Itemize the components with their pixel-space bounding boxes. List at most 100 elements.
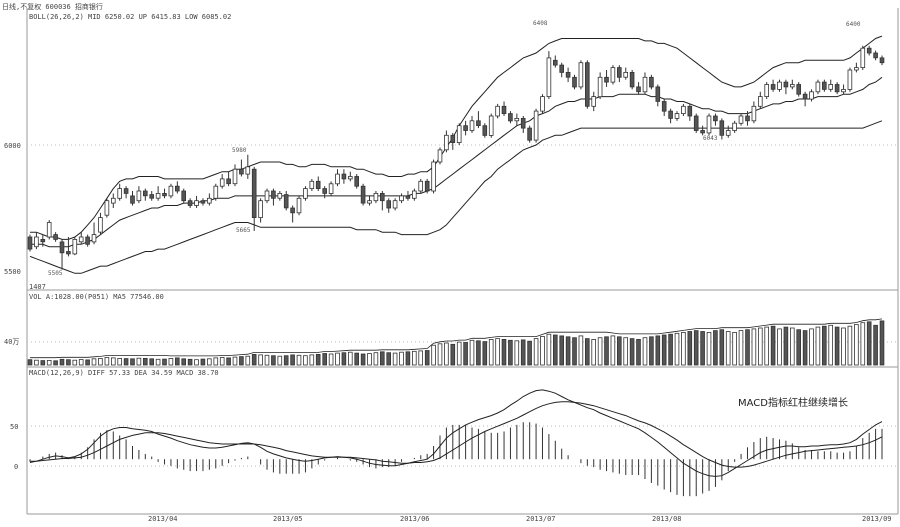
candle-body (751, 105, 757, 122)
volume-unit-label: 40万 (4, 338, 19, 346)
volume-bar (629, 338, 635, 366)
boll-up-line (30, 35, 883, 240)
candle-body (149, 194, 155, 199)
candle-body (520, 118, 526, 129)
volume-bar (572, 337, 577, 366)
candle-body (508, 113, 513, 122)
volume-bar (841, 327, 846, 366)
candle-body (444, 134, 449, 151)
candle-body (136, 190, 142, 202)
volume-bar (745, 329, 750, 366)
volume-bar (40, 360, 46, 366)
volume-bar (617, 336, 622, 366)
volume-bar (527, 340, 532, 366)
candle-body (405, 195, 411, 199)
candle-body (194, 200, 199, 206)
candle-body (796, 84, 801, 95)
candle-body (245, 166, 251, 175)
candle-body (553, 59, 558, 66)
volume-bar (879, 320, 885, 366)
candle-body (206, 197, 212, 204)
volume-bar (860, 322, 866, 366)
candle-body (732, 122, 737, 131)
volume-bar (815, 326, 821, 366)
candle-body (91, 234, 97, 243)
candle-body (476, 120, 481, 127)
candle-body (649, 76, 654, 88)
volume-bar (251, 353, 257, 366)
volume-bar (341, 352, 347, 366)
candle-body (392, 200, 398, 209)
panel-frames (26, 8, 899, 515)
peak-label-5505: 5505 (48, 270, 63, 277)
volume-bar (456, 341, 462, 366)
candle-body (271, 190, 276, 199)
candle-body (456, 125, 462, 143)
volume-bar (111, 357, 116, 366)
candle-body (283, 194, 289, 209)
candle-body (540, 96, 545, 112)
candle-body (834, 84, 840, 93)
volume-bar (283, 355, 289, 366)
candle-body (764, 84, 769, 98)
candle-body (873, 52, 878, 59)
volume-bar (463, 342, 468, 366)
candle-body (879, 57, 885, 64)
candle-body (450, 134, 456, 144)
candle-body (219, 178, 225, 187)
candle-body (693, 115, 699, 131)
volume-bar (809, 328, 814, 366)
peak-label-5980: 5980 (232, 147, 247, 154)
volume-bar (123, 358, 129, 366)
volume-bar (379, 351, 385, 366)
volume-bar (34, 359, 39, 366)
volume-bar (482, 341, 488, 366)
volume-bar (687, 331, 693, 366)
candle-body (841, 89, 846, 93)
candle-body (213, 185, 219, 199)
macd-tick-0: 0 (14, 463, 18, 471)
price-tick-5500: 5500 (4, 268, 21, 276)
candle-body (738, 115, 744, 124)
volume-bar (181, 358, 187, 366)
candle-body (725, 130, 731, 136)
volume-bar (661, 334, 667, 366)
candle-body (347, 176, 353, 180)
volume-bar (520, 339, 526, 366)
volume-bar (469, 339, 475, 366)
candle-body (488, 115, 494, 136)
candle-body (258, 200, 263, 218)
volume-bar (610, 335, 616, 366)
boll-legend: BOLL(26,26,2) MID 6250.02 UP 6415.83 LOW… (29, 13, 231, 21)
volume-bar (790, 327, 795, 366)
candle-body (802, 93, 808, 100)
candle-body (565, 72, 571, 78)
candle-body (469, 120, 475, 131)
volume-bar (232, 356, 238, 366)
volume-bar (46, 359, 52, 366)
candle-body (642, 76, 648, 93)
volume-bar (764, 326, 769, 366)
volume-bar (136, 357, 142, 366)
volume-bar (258, 354, 263, 366)
volume-bar (700, 331, 705, 366)
volume-bar (681, 331, 686, 366)
volume-bar (751, 328, 757, 366)
volume-bar (431, 344, 436, 366)
volume-bar (328, 353, 334, 366)
candle-body (866, 47, 872, 54)
volume-bar (847, 325, 853, 366)
candle-body (770, 84, 776, 90)
volume-bar (335, 352, 340, 366)
volume-bar (290, 354, 295, 366)
candle-body (85, 236, 90, 245)
macd-dea-line (30, 401, 883, 468)
candle-body (783, 81, 789, 88)
candle-body (719, 120, 725, 136)
peak-label-6400: 6400 (846, 21, 861, 28)
volume-bar (142, 357, 148, 366)
volume-bar (642, 337, 648, 366)
candle-body (668, 110, 673, 119)
candle-body (239, 168, 244, 175)
candle-body (674, 113, 680, 119)
